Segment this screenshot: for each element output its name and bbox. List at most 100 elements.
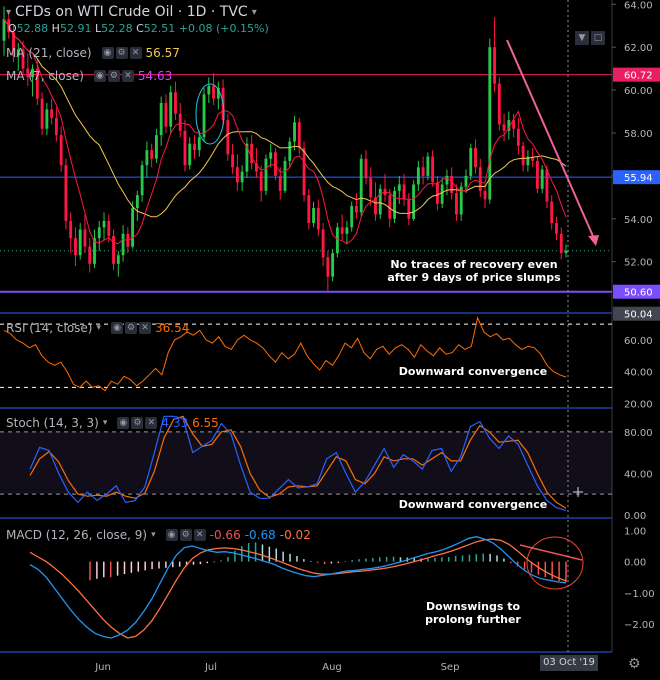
gear-icon[interactable]: ⚙ xyxy=(131,417,144,429)
maximize-icon[interactable]: □ xyxy=(591,31,605,45)
stoch-label[interactable]: Stoch (14, 3, 3) xyxy=(6,416,99,430)
candle-body xyxy=(259,171,263,191)
close-icon[interactable]: ✕ xyxy=(121,70,134,82)
gear-icon[interactable]: ⚙ xyxy=(125,322,138,334)
candle-body xyxy=(116,255,120,264)
ohlc-open-label: O xyxy=(8,22,17,35)
candle-body xyxy=(459,186,463,215)
candle-body xyxy=(407,199,411,219)
gear-icon[interactable]: ⚙ xyxy=(115,47,128,59)
chevron-down-icon[interactable]: ▾ xyxy=(6,6,12,18)
candle-body xyxy=(164,102,168,127)
rsi-tick-label: 20.00 xyxy=(624,399,653,410)
macd-tick-label: −1.00 xyxy=(624,589,655,600)
candle-body xyxy=(212,85,215,99)
chevron-down-icon[interactable]: ▾ xyxy=(102,418,108,428)
price-tick-label: 54.00 xyxy=(624,215,653,226)
gear-icon[interactable]: ⚙ xyxy=(179,529,192,541)
candle-body xyxy=(550,201,554,224)
candle-body xyxy=(264,158,268,191)
ma21-line xyxy=(3,18,567,218)
candle-body xyxy=(445,175,449,185)
price-annotation: No traces of recovery even after 9 days … xyxy=(387,258,561,284)
eye-icon[interactable]: ◉ xyxy=(111,322,124,334)
macd-signal-line xyxy=(29,538,567,639)
candle-body xyxy=(483,190,487,200)
close-icon[interactable]: ✕ xyxy=(145,417,158,429)
macd-highlight-ellipse xyxy=(526,536,584,590)
candle-body xyxy=(45,109,49,129)
price-tick-label: 52.00 xyxy=(624,258,653,269)
candle-body xyxy=(516,128,520,146)
eye-icon[interactable]: ◉ xyxy=(165,529,178,541)
chevron-down-icon[interactable]: ▾ xyxy=(96,323,102,333)
candle-body xyxy=(150,150,154,159)
close-icon[interactable]: ✕ xyxy=(129,47,142,59)
stoch-tick-label: 40.00 xyxy=(624,469,653,480)
trend-arrow-head xyxy=(588,235,599,246)
rsi-label[interactable]: RSI (14, close) xyxy=(6,321,93,335)
ohlc-high-label: H xyxy=(51,22,60,35)
candle-body xyxy=(12,32,15,56)
candle-body xyxy=(555,223,558,234)
macd-trend-arrow xyxy=(519,544,583,561)
chevron-down-icon[interactable]: ▾ xyxy=(151,530,156,540)
rsi-value: 36.54 xyxy=(155,321,190,335)
ma7-value: 54.63 xyxy=(137,69,173,83)
candle-body xyxy=(307,195,311,224)
chart-title[interactable]: CFDs on WTI Crude Oil · 1D · TVC xyxy=(15,4,248,20)
rsi-line xyxy=(3,316,567,392)
macd-label[interactable]: MACD (12, 26, close, 9) xyxy=(6,528,148,542)
stoch-d-value: 6.55 xyxy=(192,416,219,430)
candle-body xyxy=(88,246,92,264)
candle-body xyxy=(154,135,158,159)
gear-icon[interactable]: ⚙ xyxy=(628,656,641,672)
price-change: +0.08 (+0.15%) xyxy=(178,22,269,35)
candle-body xyxy=(488,47,492,200)
candle-body xyxy=(174,92,177,114)
eye-icon[interactable]: ◉ xyxy=(101,47,114,59)
macd-legend[interactable]: MACD (12, 26, close, 9) ▾ ◉ ⚙ ✕ -0.66 -0.6… xyxy=(6,528,311,542)
macd-annotation: Downswings to prolong further xyxy=(425,600,521,626)
candle-body xyxy=(521,145,525,166)
ohlc-high: 52.91 xyxy=(59,22,92,35)
rsi-tick-label: 60.00 xyxy=(624,336,653,347)
candle-body xyxy=(526,156,530,166)
rsi-legend[interactable]: RSI (14, close) ▾ ◉ ⚙ ✕ 36.54 xyxy=(6,321,189,335)
candle-body xyxy=(69,220,73,239)
macd-line xyxy=(29,536,567,639)
ma21-legend[interactable]: MA (21, close) ◉ ⚙ ✕ 56.57 xyxy=(6,46,180,60)
candle-body xyxy=(326,257,330,277)
eye-icon[interactable]: ◉ xyxy=(93,70,106,82)
candle-body xyxy=(131,208,135,247)
candle-body xyxy=(431,156,435,183)
stoch-legend[interactable]: Stoch (14, 3, 3) ▾ ◉ ⚙ ✕ 4.33 6.55 xyxy=(6,416,219,430)
candle-body xyxy=(364,158,368,179)
collapse-icon[interactable]: ▼ xyxy=(575,31,589,45)
gear-icon[interactable]: ⚙ xyxy=(107,70,120,82)
price-level-tag xyxy=(613,306,660,321)
candle-body xyxy=(374,197,377,215)
candle-body xyxy=(112,235,115,264)
candle-body xyxy=(140,165,144,196)
ma7-legend[interactable]: MA (7, close) ◉ ⚙ ✕ 54.63 xyxy=(6,69,172,83)
eye-icon[interactable]: ◉ xyxy=(117,417,130,429)
candle-body xyxy=(507,120,511,131)
candle-body xyxy=(302,148,306,196)
macd-signal-value: -0.02 xyxy=(279,528,311,542)
chevron-down-icon[interactable]: ▾ xyxy=(251,6,257,18)
macd-tick-label: 1.00 xyxy=(624,526,646,537)
candle-body xyxy=(231,154,235,168)
rsi-annotation: Downward convergence xyxy=(398,365,548,378)
close-icon[interactable]: ✕ xyxy=(193,529,206,541)
close-icon[interactable]: ✕ xyxy=(139,322,152,334)
candle-body xyxy=(283,160,287,191)
stoch-tick-label: 0.00 xyxy=(624,511,646,522)
price-level-label: 55.94 xyxy=(624,173,653,184)
ma7-label[interactable]: MA (7, close) xyxy=(6,69,84,83)
ma21-label[interactable]: MA (21, close) xyxy=(6,46,92,60)
candle-body xyxy=(359,158,363,213)
price-tick-label: 58.00 xyxy=(624,129,653,140)
stoch-band-fill xyxy=(0,431,612,495)
